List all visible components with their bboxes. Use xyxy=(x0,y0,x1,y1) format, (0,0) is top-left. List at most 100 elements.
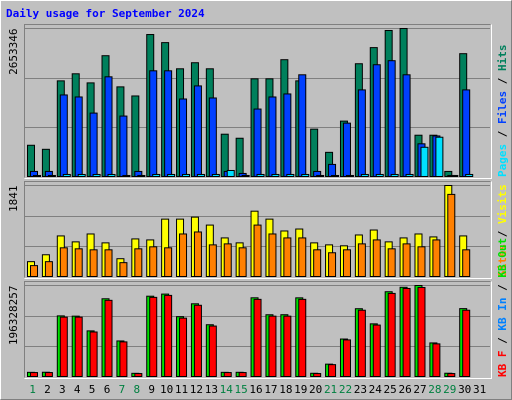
x-tick-label: 11 xyxy=(175,383,188,396)
bar xyxy=(447,373,456,378)
bar xyxy=(465,173,474,178)
bar xyxy=(342,339,351,377)
legend-separator: / xyxy=(496,224,509,244)
bar xyxy=(402,287,411,377)
bar xyxy=(152,173,161,178)
bar xyxy=(119,262,128,278)
bar xyxy=(298,237,307,277)
bar xyxy=(74,248,83,277)
bar xyxy=(59,94,68,177)
panel-edge-light xyxy=(24,181,492,279)
bar xyxy=(357,89,366,177)
bar xyxy=(268,315,277,377)
bar xyxy=(256,173,265,178)
bar xyxy=(223,372,232,377)
bar xyxy=(402,243,411,277)
bar xyxy=(372,324,381,377)
bar xyxy=(357,309,366,377)
x-tick-label: 2 xyxy=(44,383,51,396)
x-tick-label: 15 xyxy=(235,383,248,396)
y-tick-label: 1841 xyxy=(7,186,20,213)
bar xyxy=(104,249,113,278)
x-tick-label: 9 xyxy=(148,383,155,396)
legend-entry: Files xyxy=(496,91,509,124)
bar xyxy=(164,70,173,177)
bar xyxy=(104,76,113,177)
bar xyxy=(89,331,98,378)
bar xyxy=(59,316,68,378)
bar xyxy=(104,299,113,377)
bar xyxy=(375,173,384,178)
bar xyxy=(420,146,429,177)
bar xyxy=(462,249,471,278)
panel-edge-dark xyxy=(24,281,491,378)
bar xyxy=(179,98,188,177)
bar xyxy=(372,239,381,277)
bar xyxy=(179,233,188,277)
bar xyxy=(283,315,292,377)
x-tick-label: 10 xyxy=(160,383,173,396)
bar xyxy=(226,169,235,177)
x-tick-label: 8 xyxy=(134,383,141,396)
x-tick-label: 30 xyxy=(458,383,471,396)
bar xyxy=(44,372,53,377)
x-tick-label: 24 xyxy=(369,383,383,396)
bar xyxy=(164,294,173,378)
x-tick-label: 20 xyxy=(309,383,322,396)
bar xyxy=(313,249,322,278)
bar xyxy=(253,298,262,377)
bar xyxy=(253,224,262,277)
x-tick-label: 21 xyxy=(324,383,337,396)
bar xyxy=(253,108,262,177)
bar xyxy=(372,64,381,177)
bar xyxy=(402,74,411,177)
bar xyxy=(134,248,143,277)
x-tick-label: 4 xyxy=(74,383,81,396)
x-tick-label: 6 xyxy=(104,383,111,396)
bar xyxy=(387,292,396,377)
panel-edge-dark xyxy=(24,181,491,278)
panel-edge-light xyxy=(24,24,492,179)
x-tick-label: 14 xyxy=(220,383,234,396)
bar xyxy=(268,96,277,177)
x-tick-label: 13 xyxy=(205,383,218,396)
bar xyxy=(30,265,38,278)
bar xyxy=(316,174,325,178)
bar xyxy=(271,173,280,178)
bar xyxy=(167,173,176,178)
legend-entry: KB F xyxy=(496,351,509,378)
legend-entry: KB In xyxy=(496,298,509,331)
bar xyxy=(331,174,340,178)
legend-separator: / xyxy=(496,331,509,351)
bar xyxy=(59,247,68,277)
bar xyxy=(462,309,471,377)
bar xyxy=(417,287,426,377)
bar xyxy=(131,95,140,177)
legend: Pages / Files / Hits xyxy=(496,45,509,178)
bar xyxy=(193,304,202,377)
bar xyxy=(89,112,98,177)
bar xyxy=(196,173,205,178)
bar xyxy=(357,243,366,277)
bar xyxy=(149,70,158,177)
legend-separator: / xyxy=(496,278,509,298)
bar xyxy=(62,173,71,178)
bar xyxy=(238,372,247,377)
bar xyxy=(328,364,337,377)
legend-entry: Hits xyxy=(496,45,509,72)
bar xyxy=(149,296,158,377)
x-tick-label: 23 xyxy=(354,383,367,396)
bar xyxy=(137,174,146,178)
bar xyxy=(268,233,277,277)
bar xyxy=(223,243,232,277)
bar xyxy=(149,246,158,278)
x-tick-label: 22 xyxy=(339,383,352,396)
bar xyxy=(164,247,173,277)
bar xyxy=(77,173,86,178)
bar xyxy=(432,343,441,377)
bar xyxy=(286,173,295,178)
x-tick-label: 28 xyxy=(428,383,441,396)
bar xyxy=(328,163,337,178)
x-tick-label: 1 xyxy=(29,383,36,396)
